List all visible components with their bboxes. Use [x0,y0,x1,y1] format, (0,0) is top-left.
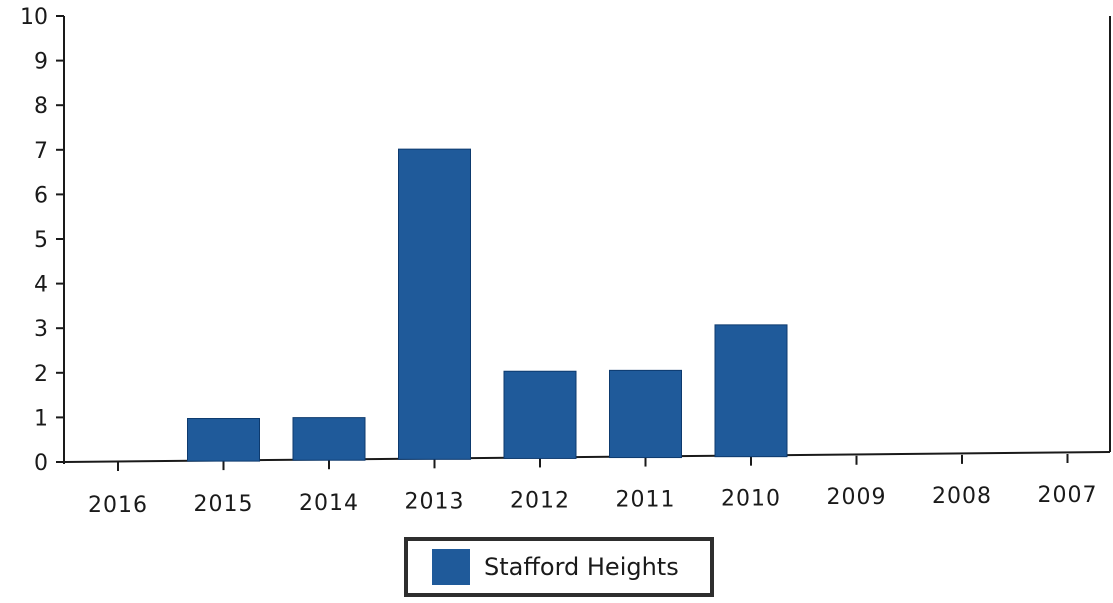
bar [292,417,366,461]
x-tick-label: 2009 [827,485,887,510]
x-tick-label: 2011 [616,487,676,512]
legend-label: Stafford Heights [484,553,679,581]
x-tick-label: 2013 [405,490,465,515]
x-tick-label: 2015 [194,492,254,517]
x-tick-label: 2008 [932,484,992,509]
y-tick-label: 1 [34,406,48,431]
bar [609,369,682,459]
bar [503,370,577,459]
x-tick-label: 2007 [1038,483,1098,508]
bar [398,148,471,460]
y-tick-label: 2 [34,362,48,387]
bars [187,148,788,462]
y-tick-label: 4 [34,273,48,298]
y-tick-label: 5 [34,228,48,253]
bar [714,324,788,458]
y-tick-label: 9 [34,50,48,75]
bar [187,418,260,462]
x-tick-label: 2014 [299,491,359,516]
y-tick-label: 3 [34,317,48,342]
legend-swatch [432,549,470,585]
y-tick-label: 6 [34,183,48,208]
y-axis: 0 1 2 3 4 5 6 7 8 9 10 [20,5,65,476]
y-tick-label: 8 [34,94,48,119]
y-tick-label: 0 [34,451,48,476]
x-tick-label: 2010 [721,486,781,511]
x-tick-label: 2016 [88,493,148,518]
y-tick-label: 10 [20,5,48,30]
x-tick-label: 2012 [510,489,570,514]
legend: Stafford Heights [404,537,714,597]
y-tick-label: 7 [34,139,48,164]
x-axis: 2016 2015 2014 2013 2012 2011 2010 2009 2008 2007 [63,451,1111,518]
